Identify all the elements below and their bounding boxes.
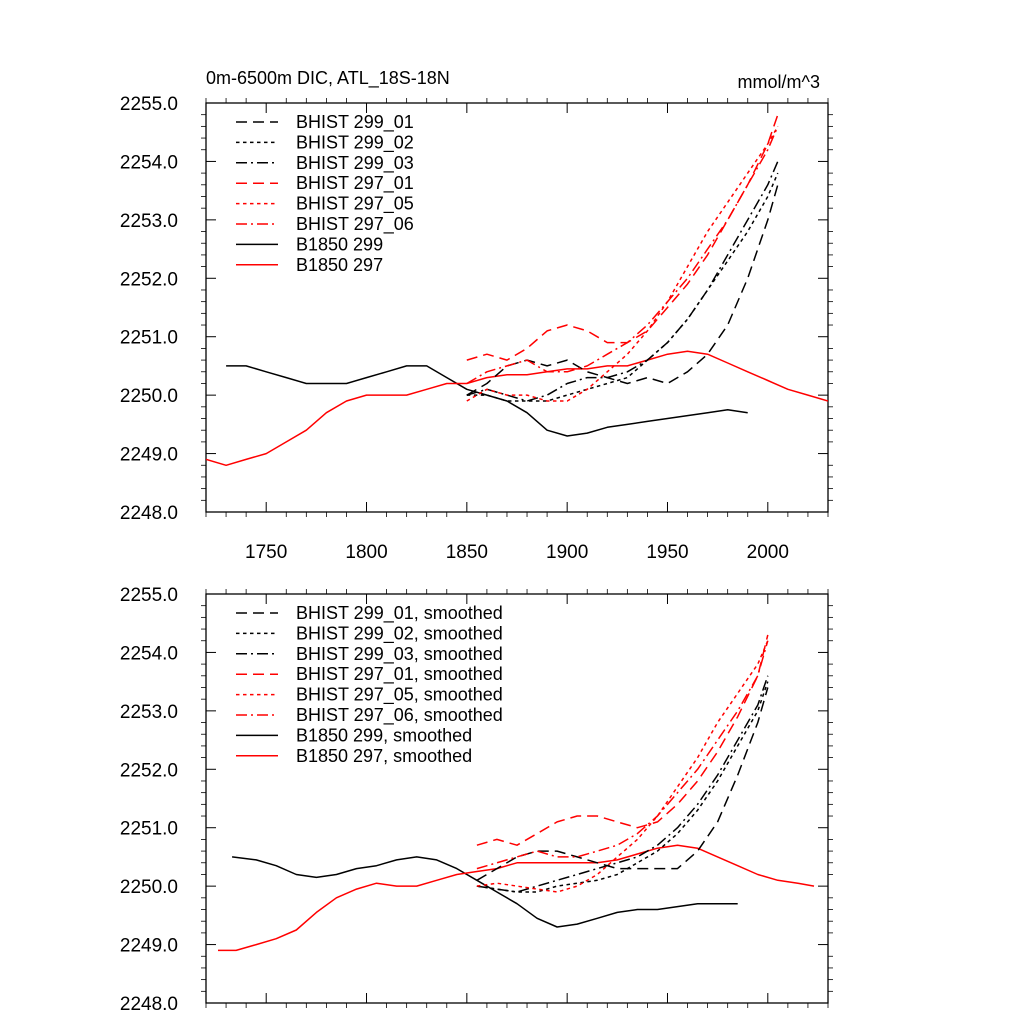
- y-tick-label: 2254.0: [120, 152, 178, 173]
- legend-label: B1850 297, smoothed: [296, 746, 472, 766]
- x-tick-label: 1950: [646, 542, 688, 563]
- y-tick-label: 2248.0: [120, 503, 178, 524]
- series-line: [466, 114, 779, 361]
- legend-label: BHIST 299_02, smoothed: [296, 623, 503, 644]
- legend-label: BHIST 299_03: [296, 153, 414, 174]
- y-tick-label: 2250.0: [120, 877, 178, 898]
- legend-label: BHIST 299_01, smoothed: [296, 603, 503, 624]
- y-tick-label: 2255.0: [120, 94, 178, 115]
- y-tick-label: 2253.0: [120, 702, 178, 723]
- x-tick-label: 1750: [245, 542, 287, 563]
- y-tick-label: 2251.0: [120, 328, 178, 349]
- series-line: [476, 681, 769, 893]
- top-panel: 2248.0 2249.0 2250.0 2251.0 2252.0 2253.0 2254…: [120, 68, 833, 563]
- legend-label: BHIST 297_05, smoothed: [296, 685, 503, 706]
- series-line: [476, 675, 769, 893]
- y-tick-label: 2252.0: [120, 269, 178, 290]
- series-line: [206, 350, 828, 467]
- y-tick-label: 2250.0: [120, 386, 178, 407]
- legend-label: BHIST 297_01, smoothed: [296, 664, 503, 685]
- series-line: [226, 365, 748, 437]
- plot-frame: [205, 102, 829, 513]
- y-tick-label: 2252.0: [120, 760, 178, 781]
- legend-label: BHIST 299_01: [296, 112, 414, 133]
- chart-title: 0m-6500m DIC, ATL_18S-18N: [206, 68, 450, 89]
- legend-label: B1850 297: [296, 255, 383, 275]
- series-line: [466, 126, 779, 402]
- y-tick-label: 2251.0: [120, 819, 178, 840]
- series-line: [476, 687, 769, 881]
- y-tick-label: 2253.0: [120, 211, 178, 232]
- x-tick-label: 1800: [345, 542, 387, 563]
- legend-label: B1850 299: [296, 234, 383, 254]
- x-tick-label: 2000: [747, 542, 789, 563]
- series-line: [218, 844, 815, 952]
- bottom-panel: 2248.0 2249.0 2250.0 2251.0 2252.0 2253.0 2254…: [120, 585, 833, 1015]
- y-tick-label: 2249.0: [120, 936, 178, 957]
- x-tick-label: 1900: [546, 542, 588, 563]
- units-label: mmol/m^3: [738, 72, 820, 92]
- series-line: [466, 184, 779, 396]
- legend-label: BHIST 299_02: [296, 132, 414, 153]
- y-tick-label: 2254.0: [120, 643, 178, 664]
- legend-label: BHIST 299_03, smoothed: [296, 644, 503, 665]
- legend-label: BHIST 297_06: [296, 214, 414, 235]
- y-tick-label: 2248.0: [120, 994, 178, 1015]
- legend-label: B1850 299, smoothed: [296, 725, 472, 745]
- legend-label: BHIST 297_06, smoothed: [296, 705, 503, 726]
- series-line: [466, 172, 779, 402]
- series-line: [476, 634, 769, 846]
- series-line: [466, 126, 779, 385]
- x-tick-label: 1850: [446, 542, 488, 563]
- series-line: [466, 161, 779, 402]
- plot-frame: [205, 593, 829, 1004]
- legend-label: BHIST 297_01: [296, 173, 414, 194]
- series-line: [476, 640, 769, 893]
- series-line: [476, 640, 769, 870]
- series-line: [232, 856, 738, 928]
- y-tick-label: 2249.0: [120, 445, 178, 466]
- legend-label: BHIST 297_05: [296, 194, 414, 215]
- y-tick-label: 2255.0: [120, 585, 178, 606]
